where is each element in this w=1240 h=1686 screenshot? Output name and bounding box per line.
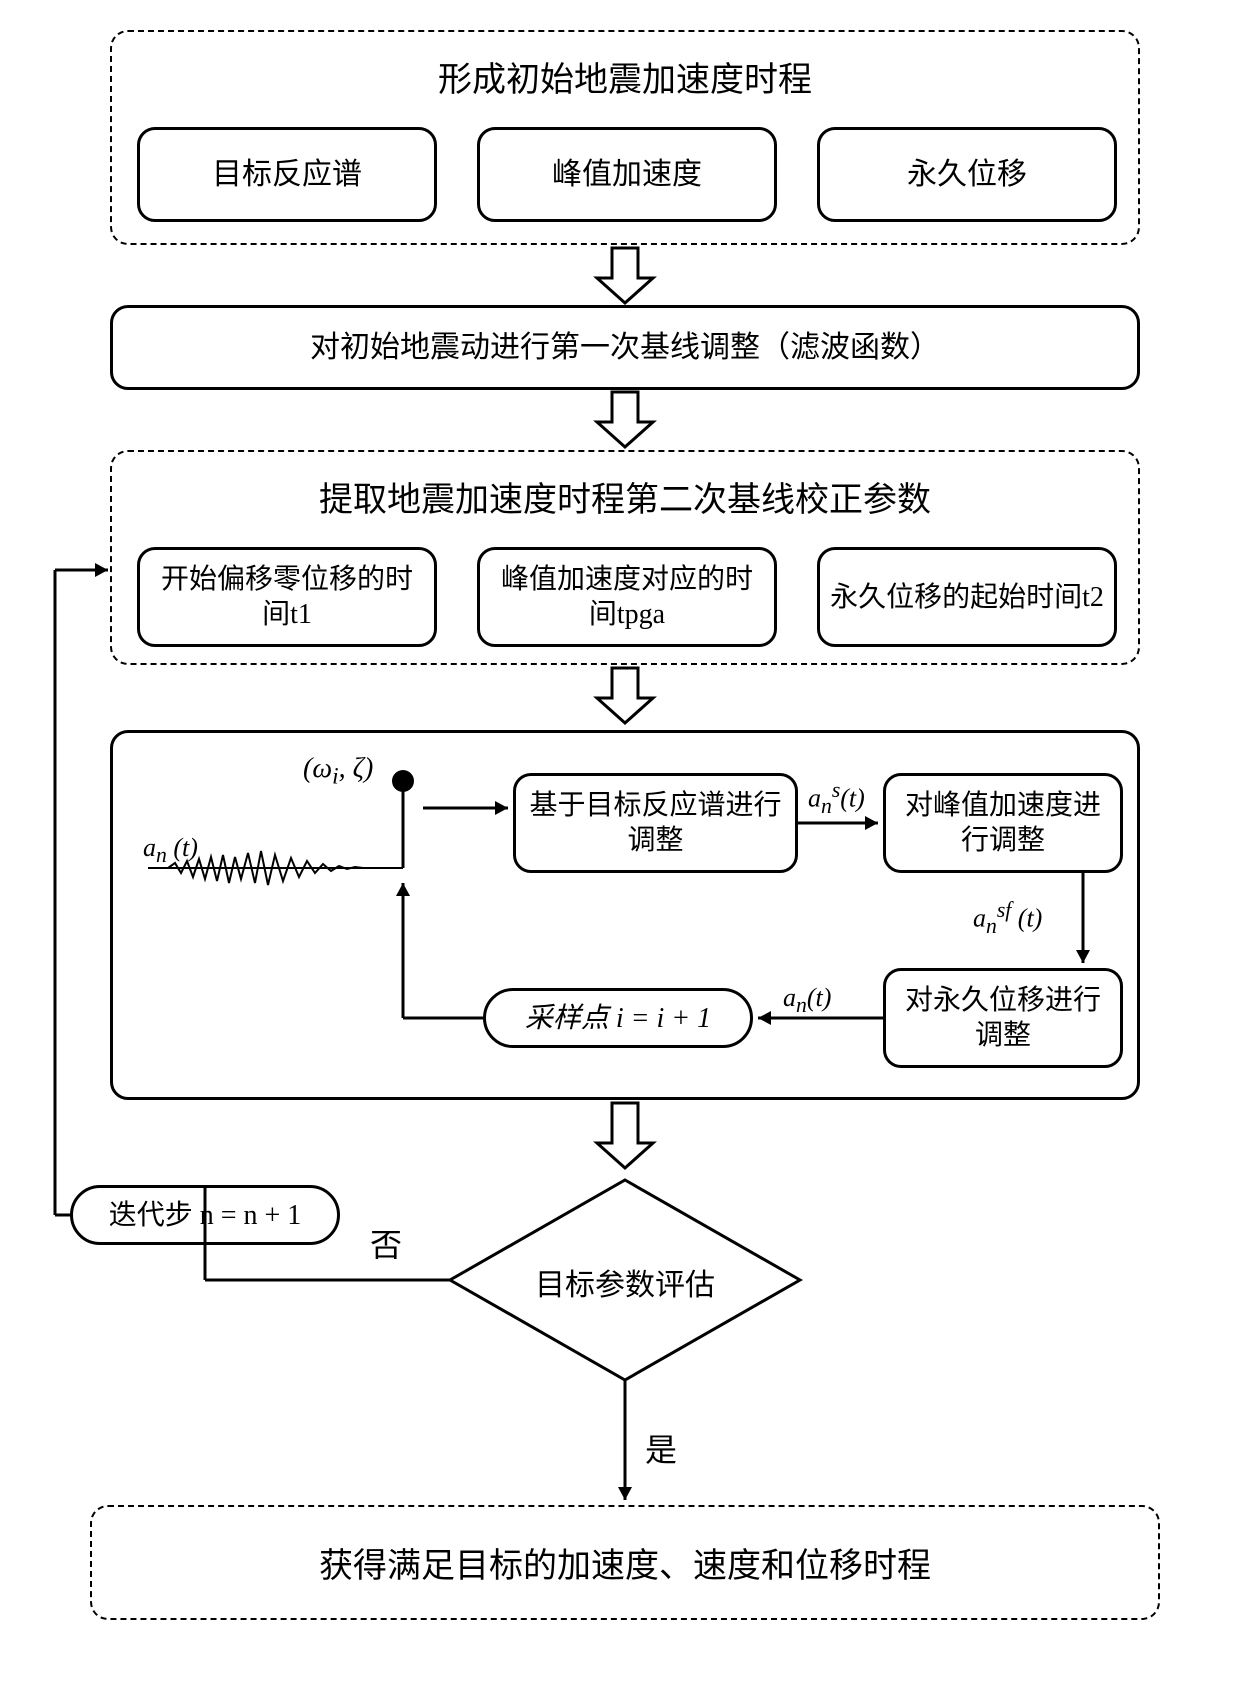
block4-box-b: 对峰值加速度进行调整 bbox=[883, 773, 1123, 873]
flowchart-canvas: 形成初始地震加速度时程 目标反应谱 峰值加速度 永久位移 对初始地震动进行第一次… bbox=[30, 30, 1210, 1656]
block1-item-1-label: 峰值加速度 bbox=[552, 156, 702, 194]
block4-signal-label: an (t) bbox=[143, 833, 198, 868]
block4-box-a: 基于目标反应谱进行调整 bbox=[513, 773, 798, 873]
block4-container: 基于目标反应谱进行调整 对峰值加速度进行调整 对永久位移进行调整 采样点 i =… bbox=[110, 730, 1140, 1100]
block5: 获得满足目标的加速度、速度和位移时程 bbox=[90, 1505, 1160, 1620]
block1-item-2: 永久位移 bbox=[817, 127, 1117, 222]
block4-edge-ab-label: ans(t) bbox=[808, 778, 865, 819]
block2-label: 对初始地震动进行第一次基线调整（滤波函数） bbox=[310, 329, 940, 367]
block1-item-0: 目标反应谱 bbox=[137, 127, 437, 222]
block4-sample-pill: 采样点 i = i + 1 bbox=[483, 988, 753, 1048]
block3-item-1-label: 峰值加速度对应的时间tpga bbox=[490, 562, 764, 632]
block4-box-a-label: 基于目标反应谱进行调整 bbox=[526, 788, 785, 858]
block5-label: 获得满足目标的加速度、速度和位移时程 bbox=[92, 1538, 1158, 1587]
block4-sample-label: 采样点 i = i + 1 bbox=[525, 1001, 711, 1036]
block1-container: 形成初始地震加速度时程 目标反应谱 峰值加速度 永久位移 bbox=[110, 30, 1140, 245]
block4-box-b-label: 对峰值加速度进行调整 bbox=[896, 788, 1110, 858]
block2: 对初始地震动进行第一次基线调整（滤波函数） bbox=[110, 305, 1140, 390]
decision-no-label: 否 bbox=[370, 1220, 402, 1266]
block1-title: 形成初始地震加速度时程 bbox=[112, 52, 1138, 101]
iterate-pill: 迭代步 n = n + 1 bbox=[70, 1185, 340, 1245]
decision-text: 目标参数评估 bbox=[525, 1260, 725, 1304]
block3-container: 提取地震加速度时程第二次基线校正参数 开始偏移零位移的时间t1 峰值加速度对应的… bbox=[110, 450, 1140, 665]
block3-item-0: 开始偏移零位移的时间t1 bbox=[137, 547, 437, 647]
iterate-pill-label: 迭代步 n = n + 1 bbox=[109, 1198, 302, 1233]
block4-edge-bc-label: ansf (t) bbox=[973, 898, 1042, 939]
block1-item-0-label: 目标反应谱 bbox=[212, 156, 362, 194]
decision-yes-label: 是 bbox=[645, 1425, 677, 1471]
block1-item-2-label: 永久位移 bbox=[907, 156, 1027, 194]
block3-item-2-label: 永久位移的起始时间t2 bbox=[830, 580, 1104, 615]
block4-edge-ca-label: an(t) bbox=[783, 983, 831, 1018]
block4-box-c: 对永久位移进行调整 bbox=[883, 968, 1123, 1068]
block1-item-1: 峰值加速度 bbox=[477, 127, 777, 222]
block4-box-c-label: 对永久位移进行调整 bbox=[896, 983, 1110, 1053]
block3-item-1: 峰值加速度对应的时间tpga bbox=[477, 547, 777, 647]
block3-title: 提取地震加速度时程第二次基线校正参数 bbox=[112, 472, 1138, 521]
block4-oscillator-label: (ωi, ζ) bbox=[303, 753, 373, 791]
block3-item-2: 永久位移的起始时间t2 bbox=[817, 547, 1117, 647]
block3-item-0-label: 开始偏移零位移的时间t1 bbox=[150, 562, 424, 632]
